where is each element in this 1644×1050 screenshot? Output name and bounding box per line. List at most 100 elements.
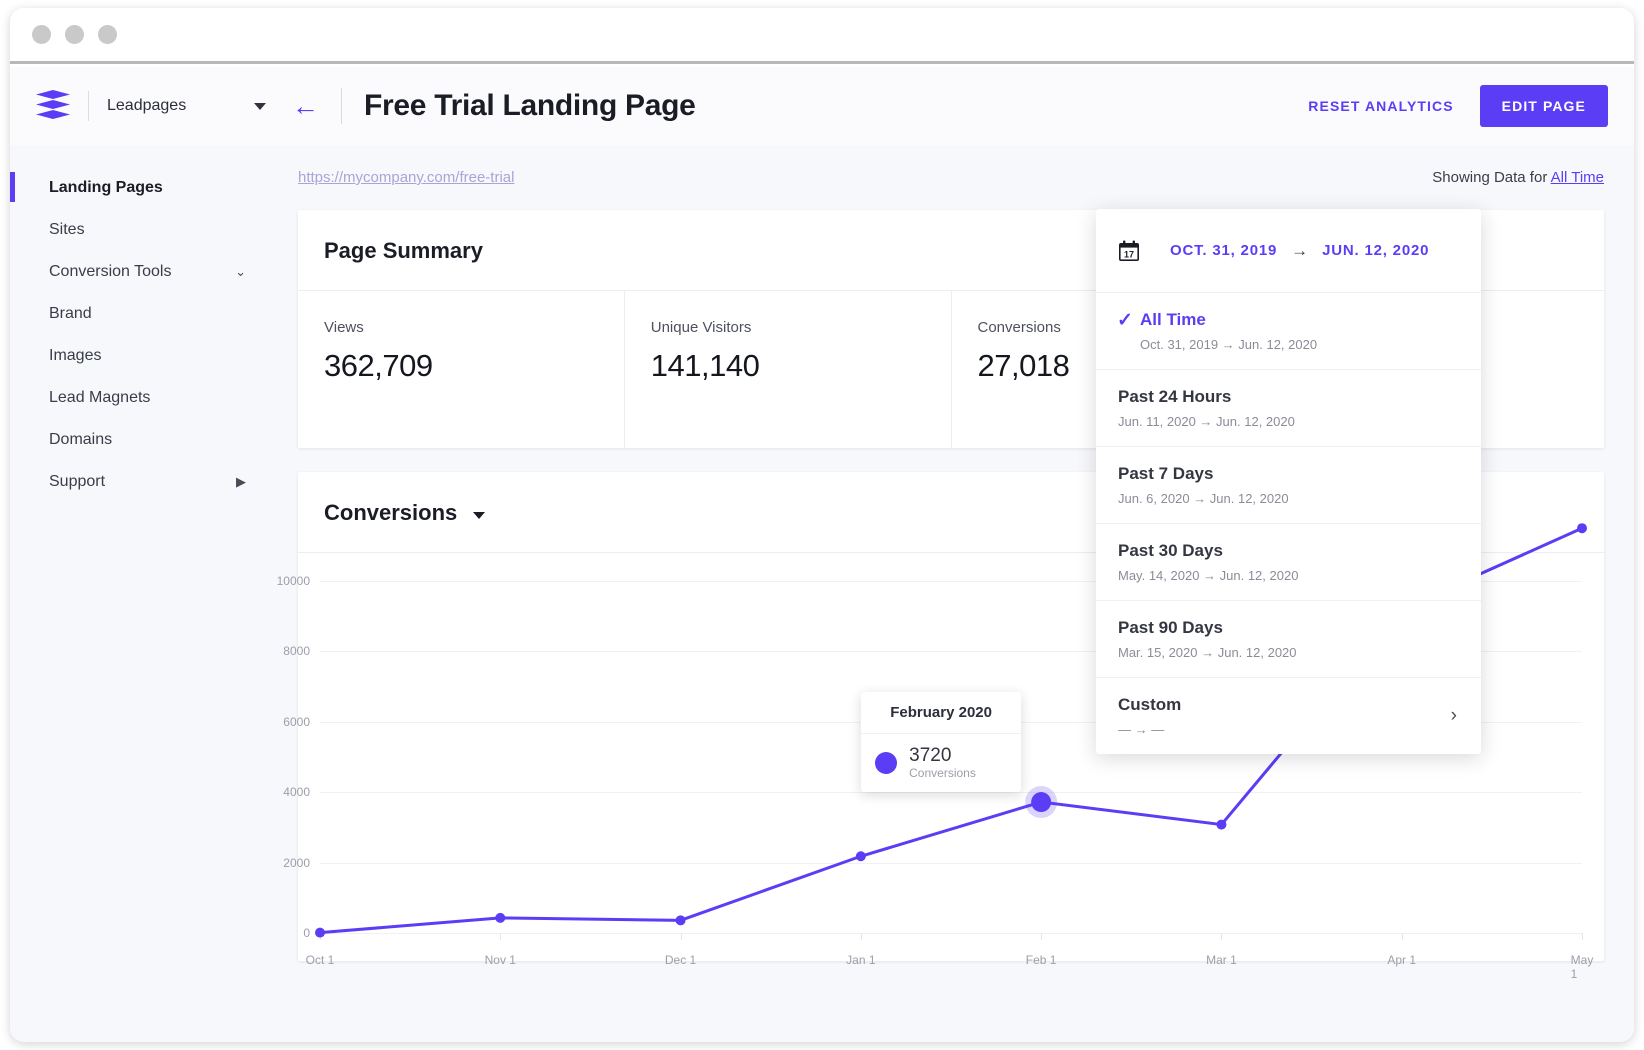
chart-gridline xyxy=(320,933,1582,934)
x-axis-tick xyxy=(500,933,502,940)
x-axis-tick xyxy=(1221,933,1223,940)
date-option-custom[interactable]: Custom — → — › xyxy=(1096,678,1481,754)
sidebar-item-sites[interactable]: Sites xyxy=(10,209,268,251)
x-axis-tick xyxy=(1582,933,1583,940)
leadpages-logo-icon xyxy=(36,90,70,122)
date-option-all-time[interactable]: ✓ All Time Oct. 31, 2019 → Jun. 12, 2020 xyxy=(1096,293,1481,370)
chart-data-point[interactable] xyxy=(1216,819,1227,830)
window-minimize-dot[interactable] xyxy=(65,25,84,44)
page-summary-header: Page Summary xyxy=(298,210,1604,291)
date-option-past-24-hours[interactable]: Past 24 Hours Jun. 11, 2020 → Jun. 12, 2… xyxy=(1096,370,1481,447)
date-option-range: Jun. 6, 2020 → Jun. 12, 2020 xyxy=(1118,491,1289,506)
sidebar-item-label: Sites xyxy=(49,221,85,238)
conversions-chart-header[interactable]: Conversions xyxy=(298,472,1604,553)
date-option-title: Past 24 Hours xyxy=(1118,387,1232,406)
chart-data-point[interactable] xyxy=(1031,792,1052,813)
sidebar-item-label: Lead Magnets xyxy=(49,389,151,406)
sidebar-item-label: Domains xyxy=(49,431,113,448)
date-option-range: Jun. 11, 2020 → Jun. 12, 2020 xyxy=(1118,414,1295,429)
date-range-dropdown: 17 OCT. 31, 2019 → JUN. 12, 2020 ✓ All T… xyxy=(1096,209,1481,754)
page-url-link[interactable]: https://mycompany.com/free-trial xyxy=(298,169,515,186)
brand-name: Leadpages xyxy=(107,97,187,114)
stat-value: 362,709 xyxy=(324,348,433,383)
stat-views: Views 362,709 xyxy=(298,291,625,448)
x-axis-tick-label: Mar 1 xyxy=(1206,953,1237,967)
app-body: Leadpages ← Free Trial Landing Page RESE… xyxy=(10,67,1634,1042)
date-range-link[interactable]: All Time xyxy=(1550,169,1604,186)
date-option-title: All Time xyxy=(1140,310,1206,329)
date-option-title: Past 90 Days xyxy=(1118,618,1223,637)
chart-gridline xyxy=(320,862,1582,864)
conversions-line-chart: 0 2000 4000 6000 8000 10000 Oct 1 Nov 1 Dec 1 Jan… xyxy=(277,523,1593,981)
date-option-range: — → — xyxy=(1118,722,1165,737)
chart-data-point[interactable] xyxy=(315,927,325,938)
sidebar-item-label: Support xyxy=(49,473,106,490)
brand-divider xyxy=(88,91,89,121)
edit-page-button[interactable]: EDIT PAGE xyxy=(1479,85,1608,127)
page-title: Free Trial Landing Page xyxy=(364,89,696,122)
chevron-right-icon: ▶ xyxy=(236,474,246,489)
date-option-range: Oct. 31, 2019 → Jun. 12, 2020 xyxy=(1140,337,1318,352)
sidebar-item-label: Conversion Tools xyxy=(49,263,172,280)
sidebar-item-label: Landing Pages xyxy=(49,179,163,196)
y-axis-tick-label: 4000 xyxy=(283,785,310,800)
chart-data-point[interactable] xyxy=(675,915,686,926)
x-axis-tick-label: May 1 xyxy=(1570,953,1594,981)
x-axis-tick-label: Jan 1 xyxy=(846,953,876,967)
stat-label: Views xyxy=(324,319,364,336)
brand-zone[interactable]: Leadpages xyxy=(10,90,268,122)
tooltip-series-dot xyxy=(875,752,898,775)
sidebar-item-label: Images xyxy=(49,347,102,364)
check-icon: ✓ xyxy=(1117,310,1133,331)
chart-data-point[interactable] xyxy=(1577,523,1587,534)
date-option-title: Past 7 Days xyxy=(1118,464,1214,483)
sidebar-item-brand[interactable]: Brand xyxy=(10,293,268,335)
topbar-actions: RESET ANALYTICS EDIT PAGE xyxy=(1308,85,1634,127)
chart-data-point[interactable] xyxy=(855,851,866,862)
date-option-title: Custom xyxy=(1118,695,1182,714)
date-option-past-90-days[interactable]: Past 90 Days Mar. 15, 2020 → Jun. 12, 20… xyxy=(1096,601,1481,678)
back-arrow-icon[interactable]: ← xyxy=(292,90,319,121)
x-axis-tick-label: Apr 1 xyxy=(1387,953,1417,967)
x-axis-tick-label: Oct 1 xyxy=(305,953,335,967)
sidebar-item-lead-magnets[interactable]: Lead Magnets xyxy=(10,377,268,419)
y-axis-tick-label: 0 xyxy=(303,926,310,940)
calendar-icon: 17 xyxy=(1118,240,1140,262)
sidebar-item-landing-pages[interactable]: Landing Pages xyxy=(10,167,268,209)
chart-chevron-down-icon[interactable] xyxy=(473,512,486,519)
sidebar-item-domains[interactable]: Domains xyxy=(10,419,268,461)
date-range-end[interactable]: JUN. 12, 2020 xyxy=(1322,242,1430,259)
sidebar-item-conversion-tools[interactable]: Conversion Tools ⌄ xyxy=(10,251,268,293)
window-close-dot[interactable] xyxy=(32,25,51,44)
y-axis-tick-label: 6000 xyxy=(283,714,310,729)
chart-data-point[interactable] xyxy=(495,912,506,923)
window-maximize-dot[interactable] xyxy=(98,25,117,44)
chevron-right-icon: › xyxy=(1450,705,1457,726)
date-range-start[interactable]: OCT. 31, 2019 xyxy=(1170,242,1278,259)
tooltip-title: February 2020 xyxy=(861,692,1022,735)
x-axis-tick xyxy=(1041,933,1043,940)
date-option-past-30-days[interactable]: Past 30 Days May. 14, 2020 → Jun. 12, 20… xyxy=(1096,524,1481,601)
showing-data-label: Showing Data for All Time xyxy=(1432,169,1604,186)
tooltip-caption: Conversions xyxy=(909,765,976,780)
sidebar-item-label: Brand xyxy=(49,305,92,322)
reset-analytics-button[interactable]: RESET ANALYTICS xyxy=(1308,98,1454,114)
chart-gridline xyxy=(320,651,1582,653)
x-axis-tick-label: Dec 1 xyxy=(664,953,697,967)
stat-label: Conversions xyxy=(977,319,1061,336)
date-option-past-7-days[interactable]: Past 7 Days Jun. 6, 2020 → Jun. 12, 2020 xyxy=(1096,447,1481,524)
window-titlebar xyxy=(10,8,1634,64)
x-axis-tick xyxy=(1401,933,1403,940)
date-range-arrow-icon: → xyxy=(1291,240,1309,260)
url-row: https://mycompany.com/free-trial Showing… xyxy=(268,145,1634,186)
sidebar-item-images[interactable]: Images xyxy=(10,335,268,377)
chart-gridline xyxy=(320,581,1582,582)
title-divider xyxy=(341,88,342,124)
svg-text:17: 17 xyxy=(1124,249,1134,259)
back-zone[interactable]: ← Free Trial Landing Page xyxy=(292,88,696,124)
app-window: Leadpages ← Free Trial Landing Page RESE… xyxy=(10,8,1634,1042)
brand-chevron-down-icon[interactable] xyxy=(254,102,267,110)
sidebar-item-support[interactable]: Support ▶ xyxy=(10,461,268,503)
chart-title: Conversions xyxy=(324,500,458,525)
sidebar: Landing Pages Sites Conversion Tools ⌄ B… xyxy=(10,145,268,1042)
